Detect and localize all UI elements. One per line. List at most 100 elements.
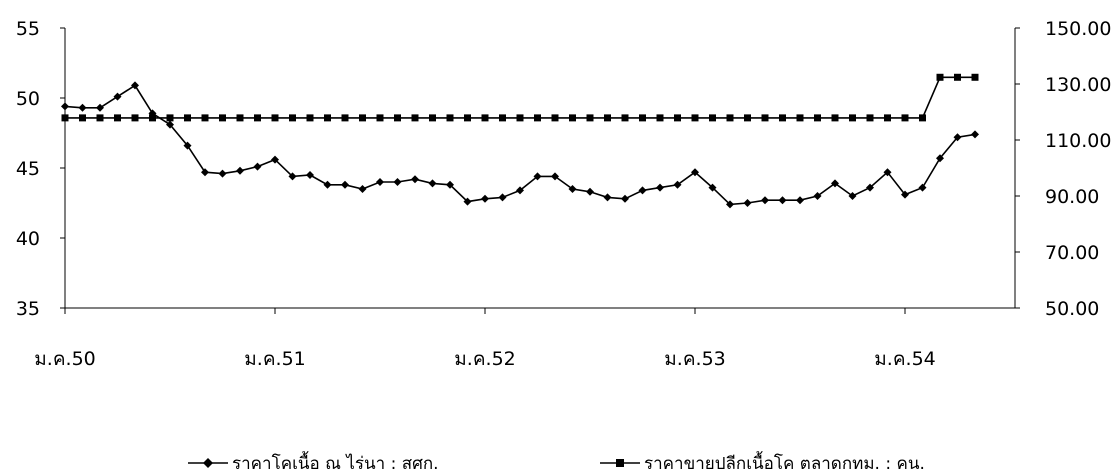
left-tick-label: 35 [16,298,40,320]
data-point [551,172,559,181]
series-line [65,76,975,119]
data-point [254,114,261,122]
data-point [201,114,209,122]
data-point [761,196,769,205]
data-point [289,114,296,122]
data-point [708,183,717,192]
series-retail-price [61,73,979,122]
data-point [218,169,227,178]
data-point [271,155,279,164]
data-point [393,178,402,186]
data-point [516,114,524,122]
data-point [726,114,734,122]
data-point [166,120,174,129]
series-layer [61,73,979,209]
data-point [96,114,104,122]
right-tick-label: 70.00 [1045,242,1099,264]
data-point [813,192,822,200]
right-tick-label: 90.00 [1045,186,1099,208]
data-point [656,114,664,122]
data-point [936,73,944,81]
x-axis-ticks: ม.ค.50 ม.ค.51 ม.ค.52 ม.ค.53 ม.ค.54 [34,308,936,370]
data-point [499,114,506,122]
data-point [306,114,314,122]
data-point [691,114,699,122]
data-point [341,180,349,189]
data-point [61,102,69,111]
data-point [446,114,454,122]
data-point [376,178,384,186]
data-point [463,197,472,206]
left-tick-label: 50 [16,88,40,110]
data-point [429,114,436,122]
legend: ราคาโคเนื้อ ณ ไร่นา : สศก. ราคาขายปลีกเน… [188,451,925,470]
data-point [78,103,87,112]
data-point [796,196,804,205]
data-point [96,103,104,112]
data-point [638,186,647,195]
data-point [516,186,524,195]
data-point [324,114,331,122]
right-tick-label: 150.00 [1045,18,1111,40]
data-point [236,114,244,122]
data-point [796,114,804,122]
data-point [726,200,734,209]
data-point [866,114,874,122]
x-tick-label: ม.ค.51 [244,348,306,370]
left-tick-label: 55 [16,18,40,40]
data-point [113,92,122,101]
data-point [586,114,594,122]
x-tick-label: ม.ค.54 [874,348,936,370]
data-point [569,114,576,122]
legend-marker-diamond [203,458,213,468]
data-point [61,114,69,122]
data-point [253,162,262,171]
right-tick-label: 50.00 [1045,298,1099,320]
left-tick-label: 45 [16,158,40,180]
data-point [866,183,874,192]
data-point [918,183,927,192]
data-point [358,185,367,193]
left-tick-label: 40 [16,228,40,250]
data-point [919,114,926,122]
data-point [411,175,419,184]
data-point [639,114,646,122]
data-point [953,133,962,142]
right-tick-label: 110.00 [1045,130,1111,152]
legend-marker-square [616,459,624,467]
data-point [428,179,437,188]
x-tick-label: ม.ค.53 [664,348,726,370]
data-point [568,185,577,193]
left-axis-ticks: 35 40 45 50 55 [16,18,65,320]
data-point [971,130,979,139]
data-point [394,114,401,122]
data-point [376,114,384,122]
data-point [166,114,174,122]
data-point [604,114,611,122]
data-point [446,180,454,189]
data-point [603,193,612,202]
series-farm-price [61,81,979,209]
data-point [534,114,541,122]
data-point [131,81,139,90]
data-point [831,114,839,122]
x-tick-label: ม.ค.52 [454,348,516,370]
data-point [673,180,682,189]
data-point [883,168,892,177]
data-point [411,114,419,122]
data-point [481,114,489,122]
data-point [219,114,226,122]
data-point [114,114,121,122]
x-tick-label: ม.ค.50 [34,348,96,370]
data-point [149,114,156,122]
data-point [954,73,961,81]
data-point [778,196,787,205]
data-point [744,114,751,122]
data-point [341,114,349,122]
data-point [761,114,769,122]
data-point [586,187,594,196]
legend-label-retail-price: ราคาขายปลีกเนื้อโค ตลาดกทม. : คน. [644,451,925,470]
data-point [936,154,944,163]
data-point [743,199,752,207]
